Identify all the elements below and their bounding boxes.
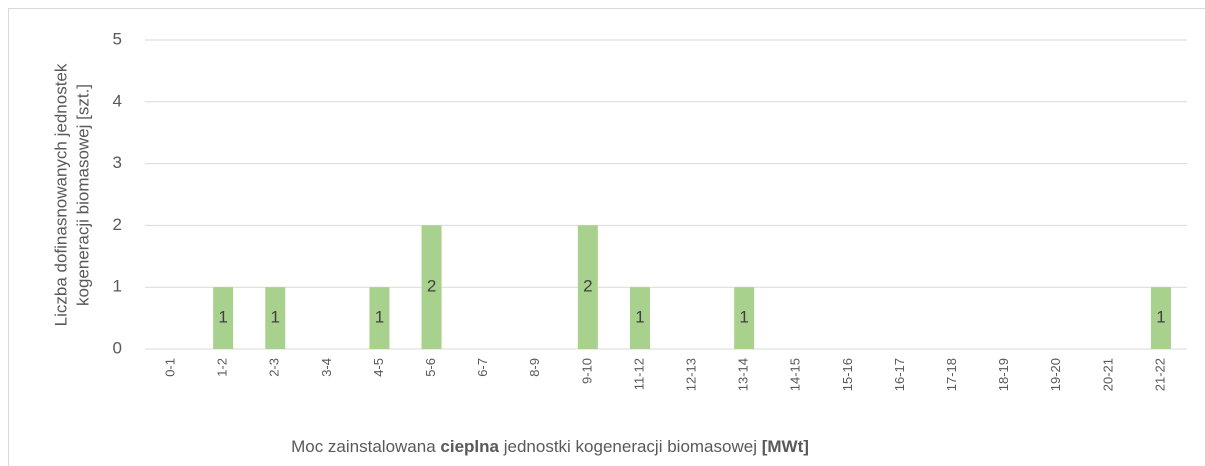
bar xyxy=(629,287,650,349)
x-tick-label: 20-21 xyxy=(1100,358,1115,391)
data-label: 1 xyxy=(271,308,280,327)
bar xyxy=(265,287,286,349)
y-tick-label: 1 xyxy=(113,277,122,296)
x-tick-label: 9-10 xyxy=(579,358,594,384)
y-axis-label: Liczba dofinasnowanych jednostek kogenera… xyxy=(51,63,92,326)
x-axis-label-part: jednostki kogeneracji biomasowej xyxy=(499,437,762,456)
x-tick-label: 14-15 xyxy=(788,358,803,391)
x-tick-label: 18-19 xyxy=(996,358,1011,391)
y-tick-label: 5 xyxy=(113,29,122,48)
x-tick-label: 21-22 xyxy=(1152,358,1167,391)
data-label: 1 xyxy=(739,308,748,327)
data-label: 1 xyxy=(218,308,227,327)
x-tick-label: 11-12 xyxy=(631,358,646,390)
x-axis-label-part: [MWt] xyxy=(762,437,809,456)
bar xyxy=(734,287,755,349)
bar xyxy=(1150,287,1171,349)
bar xyxy=(421,225,442,349)
data-label: 1 xyxy=(635,308,644,327)
x-tick-label: 15-16 xyxy=(840,358,855,391)
x-axis-label: Moc zainstalowana cieplna jednostki koge… xyxy=(291,437,809,456)
bar xyxy=(577,225,598,349)
y-tick-label: 3 xyxy=(113,153,122,172)
x-tick-label: 16-17 xyxy=(892,358,907,391)
x-tick-label: 4-5 xyxy=(371,358,386,377)
data-label: 2 xyxy=(583,277,592,296)
chart-border xyxy=(8,8,1205,466)
bar xyxy=(369,287,390,349)
x-tick-label: 12-13 xyxy=(683,358,698,391)
x-tick-label: 8-9 xyxy=(527,358,542,377)
x-tick-label: 13-14 xyxy=(736,358,751,391)
y-tick-label: 0 xyxy=(113,338,122,357)
y-axis-label-line: Liczba dofinasnowanych jednostek xyxy=(51,63,70,326)
x-tick-label: 2-3 xyxy=(267,358,282,377)
data-label: 1 xyxy=(1156,308,1165,327)
x-tick-label: 17-18 xyxy=(944,358,959,391)
x-axis-label-part: cieplna xyxy=(440,437,499,456)
x-tick-label: 5-6 xyxy=(423,358,438,377)
x-tick-label: 0-1 xyxy=(162,358,177,377)
y-tick-label: 2 xyxy=(113,215,122,234)
x-axis-label-part: Moc zainstalowana xyxy=(291,437,440,456)
x-tick-label: 3-4 xyxy=(319,358,334,377)
x-tick-label: 1-2 xyxy=(215,358,230,377)
x-tick-label: 19-20 xyxy=(1048,358,1063,391)
y-axis-label-line: kogeneracji biomasowej [szt.] xyxy=(73,84,92,306)
data-label: 2 xyxy=(427,277,436,296)
y-tick-label: 4 xyxy=(113,91,122,110)
bar xyxy=(213,287,234,349)
data-label: 1 xyxy=(375,308,384,327)
x-tick-label: 6-7 xyxy=(475,358,490,377)
